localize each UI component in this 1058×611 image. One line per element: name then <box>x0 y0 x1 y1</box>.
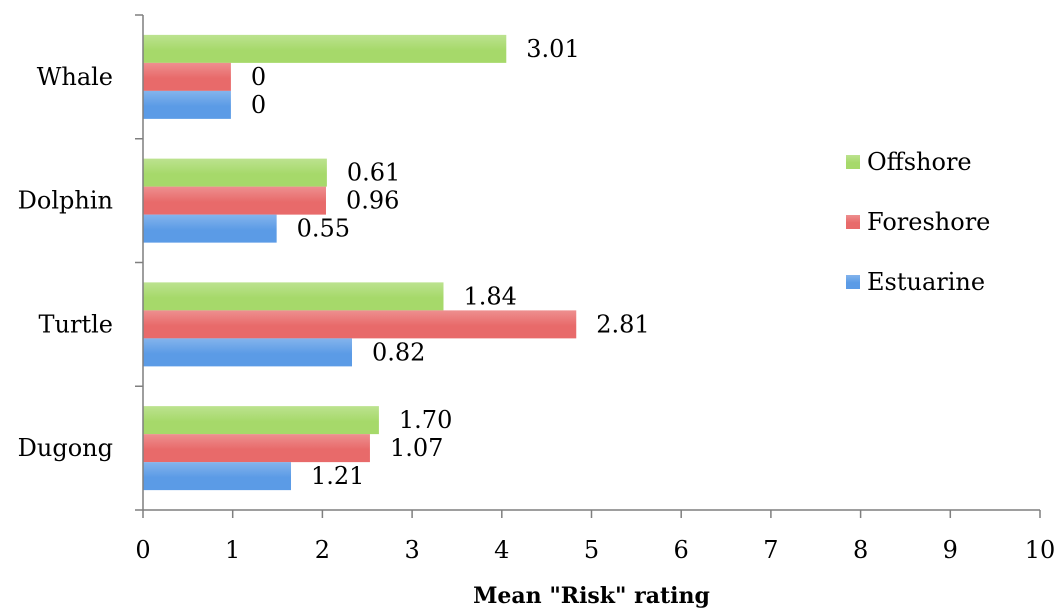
x-tick-label-1: 1 <box>225 536 240 564</box>
bar-dolphin-offshore <box>143 158 327 187</box>
x-tick-label-8: 8 <box>853 536 868 564</box>
data-label-dugong-estuarine: 1.21 <box>311 462 364 490</box>
bar-dugong-foreshore <box>143 434 370 463</box>
bar-whale-estuarine <box>143 90 231 119</box>
data-label-turtle-estuarine: 0.82 <box>372 338 425 366</box>
bar-whale-offshore <box>143 34 507 63</box>
data-label-dolphin-offshore: 0.61 <box>347 159 400 187</box>
category-label-turtle: Turtle <box>39 310 113 338</box>
data-label-turtle-offshore: 1.84 <box>463 282 516 310</box>
x-tick-label-6: 6 <box>674 536 689 564</box>
category-label-dugong: Dugong <box>18 434 113 462</box>
x-axis-title: Mean "Risk" rating <box>473 583 710 609</box>
x-tick-label-9: 9 <box>943 536 958 564</box>
legend-label-foreshore: Foreshore <box>867 208 990 236</box>
x-tick-label-5: 5 <box>584 536 599 564</box>
x-tick-label-7: 7 <box>763 536 778 564</box>
legend: Offshore Foreshore Estuarine <box>846 148 990 296</box>
legend-label-offshore: Offshore <box>867 148 972 176</box>
x-tick-label-3: 3 <box>404 536 419 564</box>
bars-group <box>143 34 577 491</box>
bar-turtle-offshore <box>143 282 444 311</box>
legend-swatch-foreshore <box>846 215 860 229</box>
category-labels: Whale Dolphin Turtle Dugong <box>18 63 113 462</box>
bar-turtle-estuarine <box>143 338 353 367</box>
data-label-whale-foreshore: 0 <box>251 63 266 91</box>
axes-group <box>135 14 1041 518</box>
data-labels-group: 3.01 00 0.610.960.55 1.84 2.81 0.82 1.701.07 1.… <box>251 35 650 490</box>
bar-whale-foreshore <box>143 62 231 91</box>
bar-dolphin-foreshore <box>143 186 326 215</box>
x-tick-label-2: 2 <box>315 536 330 564</box>
x-tick-label-0: 0 <box>135 536 150 564</box>
category-label-dolphin: Dolphin <box>18 187 113 215</box>
data-label-dolphin-foreshore: 0.96 <box>346 187 399 215</box>
data-label-turtle-foreshore: 2.81 <box>596 310 649 338</box>
bar-turtle-foreshore <box>143 310 577 339</box>
data-label-dugong-offshore: 1.70 <box>399 406 452 434</box>
legend-label-estuarine: Estuarine <box>867 268 985 296</box>
data-label-dugong-foreshore: 1.07 <box>390 434 443 462</box>
x-tick-label-4: 4 <box>494 536 509 564</box>
legend-swatch-estuarine <box>846 275 860 289</box>
data-label-whale-estuarine: 0 <box>251 91 266 119</box>
x-tick-labels: 0 1 2 3 4 5 6 7 8 9 10 <box>135 536 1055 564</box>
category-label-whale: Whale <box>37 63 113 91</box>
data-label-whale-offshore: 3.01 <box>526 35 579 63</box>
x-tick-label-10: 10 <box>1025 536 1056 564</box>
data-label-dolphin-estuarine: 0.55 <box>297 215 350 243</box>
bar-dugong-offshore <box>143 406 379 435</box>
bar-dolphin-estuarine <box>143 214 277 243</box>
bar-dugong-estuarine <box>143 462 292 491</box>
legend-swatch-offshore <box>846 155 860 169</box>
